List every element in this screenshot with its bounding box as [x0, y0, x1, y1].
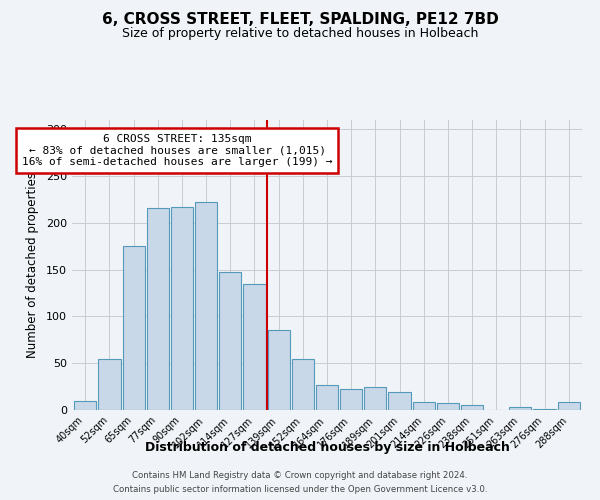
Bar	[340, 390, 362, 410]
Bar	[437, 404, 459, 410]
Bar	[316, 384, 338, 410]
Bar	[98, 360, 121, 410]
Bar	[388, 392, 410, 410]
Bar	[171, 207, 193, 410]
Text: 6, CROSS STREET, FLEET, SPALDING, PE12 7BD: 6, CROSS STREET, FLEET, SPALDING, PE12 7…	[101, 12, 499, 28]
Bar	[268, 330, 290, 410]
Text: 6 CROSS STREET: 135sqm
← 83% of detached houses are smaller (1,015)
16% of semi-: 6 CROSS STREET: 135sqm ← 83% of detached…	[22, 134, 332, 167]
Bar	[195, 202, 217, 410]
Bar	[122, 246, 145, 410]
Bar	[509, 407, 532, 410]
Text: Distribution of detached houses by size in Holbeach: Distribution of detached houses by size …	[145, 441, 509, 454]
Bar	[364, 386, 386, 410]
Bar	[533, 409, 556, 410]
Bar	[413, 402, 435, 410]
Bar	[244, 284, 266, 410]
Bar	[557, 402, 580, 410]
Bar	[74, 400, 97, 410]
Text: Contains public sector information licensed under the Open Government Licence v3: Contains public sector information licen…	[113, 484, 487, 494]
Y-axis label: Number of detached properties: Number of detached properties	[26, 172, 39, 358]
Text: Contains HM Land Registry data © Crown copyright and database right 2024.: Contains HM Land Registry data © Crown c…	[132, 472, 468, 480]
Text: Size of property relative to detached houses in Holbeach: Size of property relative to detached ho…	[122, 28, 478, 40]
Bar	[219, 272, 241, 410]
Bar	[146, 208, 169, 410]
Bar	[292, 360, 314, 410]
Bar	[461, 406, 483, 410]
